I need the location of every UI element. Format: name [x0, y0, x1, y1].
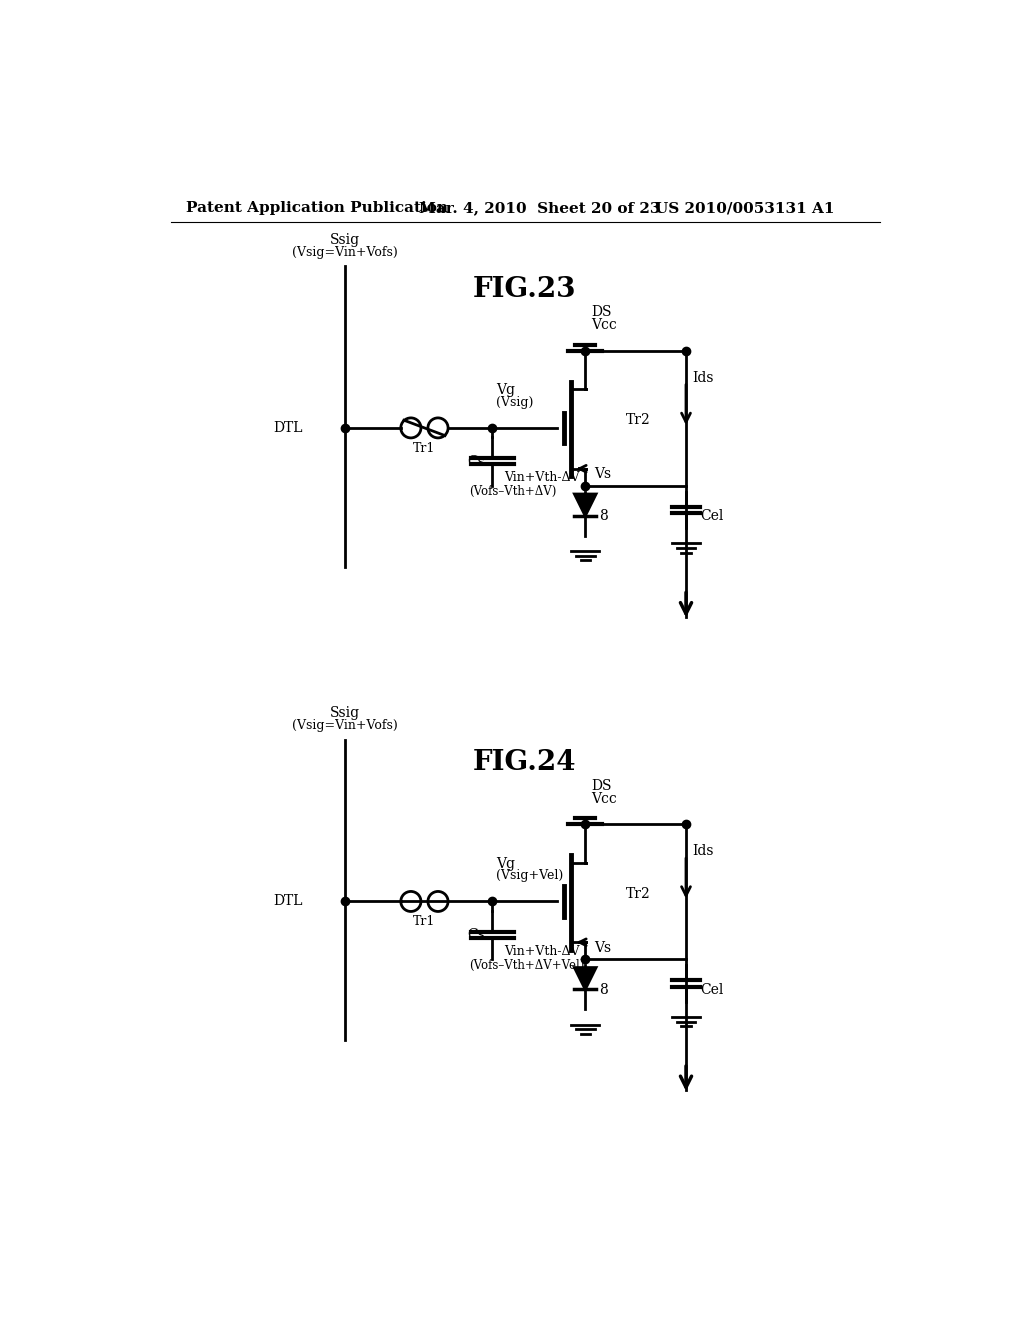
Text: Cs: Cs — [467, 455, 484, 469]
Text: Ssig: Ssig — [330, 232, 360, 247]
Text: Vin+Vth-ΔV: Vin+Vth-ΔV — [504, 471, 580, 484]
Text: 8: 8 — [599, 983, 608, 997]
Text: DS: DS — [592, 779, 612, 793]
Text: (Vsig+Vel): (Vsig+Vel) — [496, 869, 563, 882]
Text: Tr1: Tr1 — [414, 442, 435, 455]
Text: Tr1: Tr1 — [414, 915, 435, 928]
Text: DTL: DTL — [272, 895, 302, 908]
Text: Vin+Vth-ΔV: Vin+Vth-ΔV — [504, 945, 580, 958]
Text: (Vofs–Vth+ΔV): (Vofs–Vth+ΔV) — [469, 486, 556, 499]
Text: FIG.24: FIG.24 — [473, 750, 577, 776]
Text: Tr2: Tr2 — [626, 887, 650, 900]
Text: Cel: Cel — [700, 983, 723, 997]
Text: Vs: Vs — [595, 941, 611, 954]
Text: DTL: DTL — [272, 421, 302, 434]
Text: Patent Application Publication: Patent Application Publication — [186, 202, 449, 215]
Polygon shape — [574, 494, 596, 516]
Text: Vg: Vg — [496, 383, 515, 397]
Text: 8: 8 — [599, 510, 608, 524]
Text: Ids: Ids — [692, 371, 714, 385]
Text: (Vsig=Vin+Vofs): (Vsig=Vin+Vofs) — [292, 246, 398, 259]
Text: DS: DS — [592, 305, 612, 319]
Text: Cs: Cs — [467, 928, 484, 942]
Text: Vcc: Vcc — [592, 792, 617, 807]
Text: Ssig: Ssig — [330, 706, 360, 721]
Text: Vcc: Vcc — [592, 318, 617, 333]
Text: FIG.23: FIG.23 — [473, 276, 577, 302]
Text: (Vsig): (Vsig) — [496, 396, 534, 409]
Text: Tr2: Tr2 — [626, 413, 650, 428]
Text: Vs: Vs — [595, 467, 611, 480]
Text: Ids: Ids — [692, 845, 714, 858]
Text: (Vofs–Vth+ΔV+Vel): (Vofs–Vth+ΔV+Vel) — [469, 958, 585, 972]
Text: Cel: Cel — [700, 510, 723, 524]
Text: Vg: Vg — [496, 857, 515, 871]
Text: (Vsig=Vin+Vofs): (Vsig=Vin+Vofs) — [292, 719, 398, 733]
Polygon shape — [574, 968, 596, 990]
Text: Mar. 4, 2010  Sheet 20 of 23: Mar. 4, 2010 Sheet 20 of 23 — [419, 202, 660, 215]
Text: US 2010/0053131 A1: US 2010/0053131 A1 — [655, 202, 835, 215]
